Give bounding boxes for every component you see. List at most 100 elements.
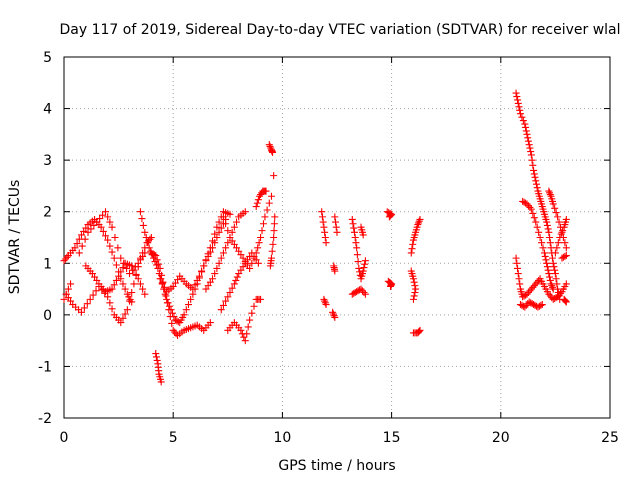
data-point <box>271 213 279 221</box>
data-point <box>222 220 230 228</box>
data-point <box>321 297 329 305</box>
data-point <box>547 280 555 288</box>
data-point <box>530 170 538 178</box>
data-point <box>527 148 535 156</box>
data-point <box>562 244 570 252</box>
data-point <box>514 99 522 107</box>
data-point <box>168 319 176 327</box>
data-point <box>138 215 146 223</box>
data-point <box>359 267 367 275</box>
data-point <box>520 292 528 300</box>
data-point <box>415 217 423 225</box>
data-point <box>522 127 530 135</box>
data-point <box>149 250 157 258</box>
data-point <box>512 89 520 97</box>
data-point <box>252 249 260 257</box>
data-point <box>529 209 537 217</box>
data-point <box>130 266 138 274</box>
data-point <box>169 326 177 334</box>
data-point <box>546 273 554 281</box>
data-point <box>525 141 533 149</box>
x-tick-label: 10 <box>273 430 291 446</box>
data-point <box>332 218 340 226</box>
data-point <box>514 270 522 278</box>
data-point <box>523 200 531 208</box>
data-point <box>215 228 223 236</box>
data-point <box>64 285 72 293</box>
x-axis-label: GPS time / hours <box>278 458 395 474</box>
data-point <box>257 234 265 241</box>
data-point <box>543 218 551 226</box>
data-point <box>544 225 552 233</box>
data-point <box>349 220 357 228</box>
data-point <box>549 295 557 303</box>
data-point <box>520 198 528 206</box>
data-point <box>224 293 232 301</box>
x-tick-label: 20 <box>492 430 510 446</box>
data-point <box>189 285 197 293</box>
data-point <box>108 223 116 231</box>
data-point <box>526 203 534 211</box>
data-point <box>130 280 138 288</box>
data-point <box>108 248 116 256</box>
data-point <box>61 255 69 263</box>
data-point <box>350 228 358 236</box>
data-point <box>530 301 538 309</box>
data-point <box>320 223 328 231</box>
series-arc-p <box>318 208 341 321</box>
data-point <box>523 130 531 138</box>
data-point <box>128 289 136 297</box>
data-point <box>356 286 364 294</box>
data-point <box>126 270 134 278</box>
data-point <box>549 285 557 293</box>
data-point <box>529 161 537 169</box>
series-arc-n <box>265 141 277 156</box>
data-point <box>546 234 554 241</box>
data-point <box>268 247 276 255</box>
data-point <box>322 239 330 247</box>
data-point <box>556 234 564 241</box>
data-point <box>106 218 114 226</box>
data-point <box>414 221 422 229</box>
y-tick-label: 0 <box>43 308 52 324</box>
data-point <box>513 93 521 101</box>
data-point <box>174 318 182 326</box>
data-point <box>200 262 208 270</box>
data-point <box>250 302 258 310</box>
data-point <box>90 221 98 229</box>
series-arc-m <box>252 187 270 211</box>
data-point <box>101 208 109 216</box>
data-point <box>104 213 112 221</box>
data-point <box>252 203 260 211</box>
data-point <box>134 275 142 283</box>
data-point <box>408 245 416 253</box>
data-point <box>546 276 554 284</box>
data-point <box>152 350 160 358</box>
data-point <box>114 244 122 252</box>
data-point <box>206 248 214 256</box>
data-point <box>519 197 527 205</box>
data-point <box>104 293 112 301</box>
data-point <box>562 215 570 223</box>
data-point <box>361 260 369 268</box>
data-point <box>322 301 330 309</box>
data-point <box>361 257 369 265</box>
data-point <box>412 285 420 293</box>
data-point <box>144 239 152 247</box>
data-point <box>562 298 570 306</box>
data-point <box>211 270 219 278</box>
data-point <box>269 240 277 248</box>
data-point <box>331 267 339 275</box>
x-tick-label: 25 <box>601 430 619 446</box>
data-point <box>180 311 188 319</box>
data-point <box>355 264 363 272</box>
data-point <box>331 213 339 221</box>
data-point <box>548 282 556 290</box>
data-point <box>139 221 147 229</box>
data-point <box>554 239 562 247</box>
data-point <box>171 328 179 336</box>
data-point <box>348 290 356 298</box>
data-point <box>332 223 340 231</box>
data-point <box>518 113 526 121</box>
series-arc-s <box>407 215 424 337</box>
